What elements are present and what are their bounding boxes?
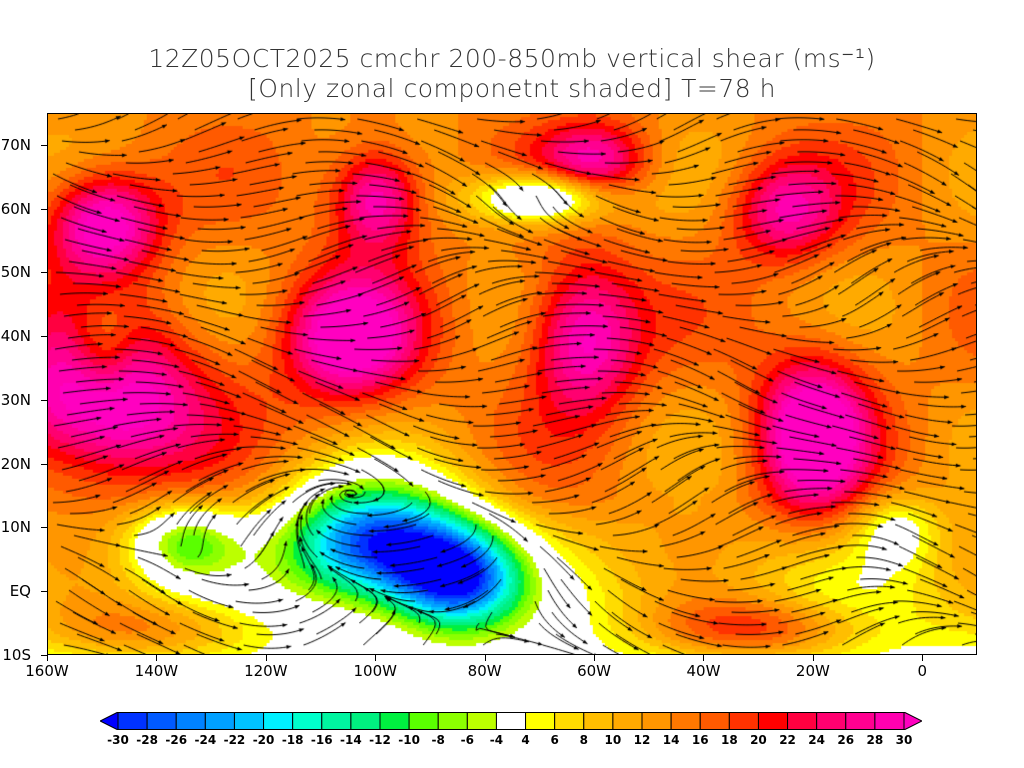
lat-tick	[41, 527, 47, 529]
colorbar-high-arrow	[903, 712, 922, 730]
plot-title-line2: [Only zonal componetnt shaded] T=78 h	[248, 74, 776, 103]
colorbar-label: 14	[662, 733, 680, 747]
lon-label: 20W	[795, 662, 830, 680]
colorbar-box	[350, 712, 381, 730]
lat-tick	[41, 336, 47, 338]
colorbar-box	[233, 712, 265, 730]
colorbar-label: -30	[107, 733, 129, 747]
colorbar-label: 28	[866, 733, 884, 747]
lat-tick	[41, 463, 47, 465]
colorbar-low-arrow	[100, 712, 119, 730]
lon-label: 160W	[25, 662, 69, 680]
colorbar-box	[612, 712, 643, 730]
lat-label: 30N	[0, 390, 31, 409]
lat-label: 20N	[0, 454, 31, 473]
colorbar-label: -14	[340, 733, 362, 747]
colorbar-box	[321, 712, 352, 730]
colorbar-label: 6	[550, 733, 559, 747]
colorbar-box	[466, 712, 497, 730]
colorbar-label: -28	[136, 733, 158, 747]
lon-label: 80W	[467, 662, 502, 680]
colorbar-label: 24	[808, 733, 826, 747]
lon-tick	[594, 655, 596, 661]
lon-tick	[47, 655, 48, 661]
lon-tick	[375, 655, 377, 661]
colorbar-box	[117, 712, 148, 730]
lat-tick	[41, 655, 47, 656]
lon-tick	[812, 655, 814, 661]
lon-label: 40W	[686, 662, 721, 680]
lat-tick	[41, 208, 47, 210]
lat-label: 10N	[0, 518, 31, 537]
colorbar-box	[583, 712, 614, 730]
lat-label: EQ	[9, 582, 31, 601]
lon-tick	[265, 655, 267, 661]
colorbar-label: 26	[837, 733, 855, 747]
lon-tick	[703, 655, 705, 661]
lon-label: 60W	[577, 662, 612, 680]
lon-label: 100W	[353, 662, 397, 680]
colorbar-box	[554, 712, 585, 730]
colorbar-label: 10	[604, 733, 622, 747]
colorbar-label: -22	[223, 733, 246, 747]
lat-label: 10S	[2, 646, 31, 664]
lon-label: 0	[917, 662, 928, 680]
colorbar-label: 16	[691, 733, 709, 747]
colorbar-box	[146, 712, 177, 730]
colorbar-box	[670, 712, 701, 730]
colorbar-label: -16	[310, 733, 333, 747]
colorbar-box	[292, 712, 323, 730]
colorbar-label: -10	[398, 733, 420, 747]
lon-tick	[484, 655, 486, 661]
colorbar-label: -20	[252, 733, 275, 747]
lat-tick	[41, 591, 47, 593]
colorbar-box	[816, 712, 847, 730]
lat-label: 70N	[0, 135, 31, 154]
colorbar-label: 4	[521, 733, 530, 747]
colorbar-box	[525, 712, 556, 730]
colorbar-label: 18	[720, 733, 738, 747]
colorbar-box	[641, 712, 672, 730]
colorbar-box	[845, 712, 876, 730]
colorbar-label: 20	[750, 733, 767, 747]
lon-label: 120W	[244, 662, 288, 680]
colorbar-box	[728, 712, 759, 730]
lon-tick	[922, 655, 924, 661]
colorbar-label: -12	[369, 733, 391, 747]
colorbar-label: -4	[489, 733, 504, 747]
colorbar-box	[379, 712, 410, 730]
colorbar-label: 12	[633, 733, 651, 747]
plot-title-line1: 12Z05OCT2025 cmchr 200-850mb vertical sh…	[148, 44, 876, 73]
lat-tick	[41, 399, 47, 401]
lat-label: 40N	[0, 327, 31, 346]
lon-label: 140W	[134, 662, 179, 680]
colorbar-box	[204, 712, 235, 730]
lon-tick	[156, 655, 158, 661]
colorbar-box	[408, 712, 439, 730]
colorbar-label: 22	[779, 733, 796, 747]
colorbar-label: -18	[281, 733, 304, 747]
lat-tick	[41, 144, 47, 146]
colorbar-box	[437, 712, 468, 730]
colorbar-label: -6	[460, 733, 474, 747]
colorbar-box	[757, 712, 789, 730]
colorbar-box	[175, 712, 206, 730]
lat-label: 60N	[0, 199, 31, 218]
colorbar	[100, 712, 922, 730]
colorbar-box	[874, 712, 905, 730]
colorbar-label: 30	[895, 733, 913, 747]
lat-label: 50N	[0, 263, 31, 282]
lat-tick	[41, 272, 47, 274]
colorbar-box	[699, 712, 730, 730]
shear-map	[47, 113, 977, 655]
colorbar-box	[263, 712, 294, 730]
colorbar-box	[787, 712, 818, 730]
colorbar-box	[495, 712, 527, 730]
colorbar-label: 8	[579, 733, 588, 747]
colorbar-label: -24	[194, 733, 217, 747]
colorbar-label: -26	[165, 733, 188, 747]
colorbar-label: -8	[431, 733, 445, 747]
